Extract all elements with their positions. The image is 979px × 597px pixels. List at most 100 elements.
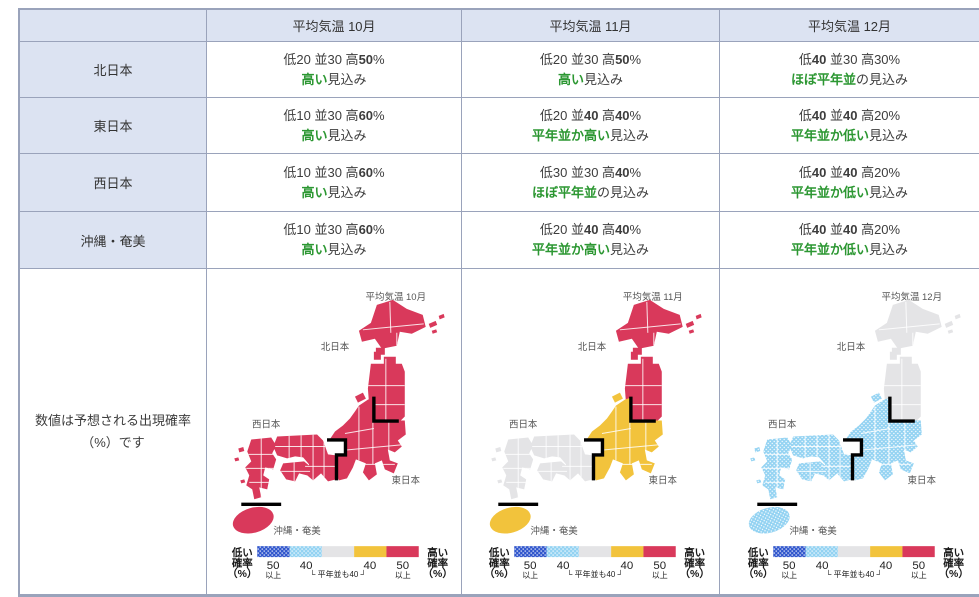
north-east-boundary xyxy=(887,396,915,423)
svg-text:高い: 高い xyxy=(427,546,448,559)
map-label-okinawa: 沖縄・奄美 xyxy=(530,525,578,537)
forecast-cell-east-oct: 低10 並30 高60% 高い見込み xyxy=(207,98,462,154)
probability-text: 低10 並30 高60% xyxy=(283,164,385,180)
legend-mid-label: └ 平年並も40 ┘ xyxy=(825,569,881,579)
column-header-october: 平均気温 10月 xyxy=(207,10,462,42)
outlook-text: 高い見込み xyxy=(301,184,367,200)
probability-text: 低30 並30 高40% xyxy=(539,164,642,180)
probability-text: 低40 並40 高20% xyxy=(798,222,901,237)
svg-text:以上: 以上 xyxy=(522,571,538,580)
map-label-west: 西日本 xyxy=(508,419,537,431)
map-label-north: 北日本 xyxy=(321,341,350,353)
map-label-east: 東日本 xyxy=(392,474,421,486)
svg-text:50: 50 xyxy=(396,560,409,572)
region-west-japan xyxy=(490,434,593,500)
svg-text:以上: 以上 xyxy=(265,571,281,580)
map-label-okinawa: 沖縄・奄美 xyxy=(273,525,321,537)
svg-text:高い: 高い xyxy=(684,546,705,559)
column-header-december: 平均気温 12月 xyxy=(720,10,979,42)
outlook-text: 平年並か低い見込み xyxy=(790,184,909,200)
region-west-japan xyxy=(749,434,852,500)
probability-text: 低20 並30 高50% xyxy=(539,51,642,67)
map-label-north: 北日本 xyxy=(836,341,865,353)
region-okinawa-amami xyxy=(489,506,531,534)
region-north-japan xyxy=(358,299,445,424)
probability-text: 低40 並40 高20% xyxy=(798,107,901,123)
map-label-okinawa: 沖縄・奄美 xyxy=(789,525,837,537)
map-label-east: 東日本 xyxy=(907,474,936,486)
map-label-east: 東日本 xyxy=(648,474,677,486)
probability-text: 低10 並30 高60% xyxy=(283,222,385,237)
column-header-november: 平均気温 11月 xyxy=(462,10,720,42)
svg-text:50: 50 xyxy=(912,560,925,572)
north-east-boundary xyxy=(628,396,656,423)
note-cell: 数値は予想される出現確率 （%）です xyxy=(20,269,207,595)
forecast-cell-north-dec: 低40 並30 高30% ほぼ平年並の見込み xyxy=(720,42,979,98)
probability-text: 低20 並40 高40% xyxy=(539,222,642,237)
outlook-text: 高い見込み xyxy=(557,71,624,87)
outlook-text: 高い見込み xyxy=(301,71,367,87)
forecast-cell-north-oct: 低20 並30 高50% 高い見込み xyxy=(207,42,462,98)
region-east-japan xyxy=(585,392,663,481)
svg-text:40: 40 xyxy=(815,560,828,572)
map-title: 平均気温 11月 xyxy=(622,291,682,303)
probability-text: 低40 並30 高30% xyxy=(798,51,901,67)
svg-text:確率: 確率 xyxy=(427,557,448,570)
forecast-cell-okinawa-dec: 低40 並40 高20% 平年並か低い見込み xyxy=(720,212,979,269)
probability-text: 低10 並30 高60% xyxy=(283,107,385,123)
region-okinawa-amami xyxy=(748,506,790,534)
svg-text:以上: 以上 xyxy=(781,571,797,580)
region-west-japan xyxy=(234,434,336,500)
region-okinawa-amami xyxy=(232,506,274,534)
region-label-north-japan: 北日本 xyxy=(20,42,207,98)
temperature-map-december: 平均気温 12月 北日本 西日本 東日本 沖縄・奄美 低い 確率 （%） 高い 確率（… xyxy=(720,269,979,595)
svg-text:40: 40 xyxy=(364,560,377,572)
svg-text:以上: 以上 xyxy=(910,571,926,580)
outlook-text: 平年並か高い見込み xyxy=(531,242,650,257)
map-label-north: 北日本 xyxy=(577,341,606,353)
region-north-japan xyxy=(874,299,961,424)
svg-text:低い: 低い xyxy=(231,546,253,559)
east-west-boundary xyxy=(842,438,863,481)
svg-text:（%）: （%） xyxy=(484,567,514,580)
outlook-text: ほぼ平年並の見込み xyxy=(790,71,909,87)
svg-text:低い: 低い xyxy=(487,546,509,559)
region-north-japan xyxy=(615,299,702,424)
svg-text:高い: 高い xyxy=(943,546,964,559)
region-east-japan xyxy=(844,392,922,481)
note-line2: （%）です xyxy=(81,434,145,450)
outlook-text: 平年並か低い見込み xyxy=(790,242,909,257)
outlook-text: 高い見込み xyxy=(301,242,367,257)
region-label-west-japan: 西日本 xyxy=(20,154,207,212)
map-title: 平均気温 12月 xyxy=(881,291,942,303)
probability-text: 低20 並30 高50% xyxy=(283,51,385,67)
legend-mid-label: └ 平年並も40 ┘ xyxy=(566,569,622,579)
svg-text:40: 40 xyxy=(620,560,633,572)
svg-text:確率: 確率 xyxy=(488,557,509,570)
svg-text:40: 40 xyxy=(300,560,313,572)
map-label-west: 西日本 xyxy=(767,419,796,431)
svg-text:以上: 以上 xyxy=(651,571,667,580)
svg-text:40: 40 xyxy=(879,560,892,572)
svg-text:50: 50 xyxy=(653,560,666,572)
forecast-cell-west-oct: 低10 並30 高60% 高い見込み xyxy=(207,154,462,212)
svg-text:以上: 以上 xyxy=(395,571,411,580)
outlook-text: 平年並か低い見込み xyxy=(790,127,909,143)
note-line1: 数値は予想される出現確率 xyxy=(34,412,191,428)
svg-text:（%）: （%） xyxy=(743,567,773,580)
temperature-map-november: 平均気温 11月 北日本 西日本 東日本 沖縄・奄美 低い 確率 （%） 高い 確率（… xyxy=(462,269,720,595)
svg-text:50: 50 xyxy=(523,560,536,572)
svg-text:（%）: （%） xyxy=(938,567,968,580)
probability-text: 低40 並40 高20% xyxy=(798,164,901,180)
forecast-cell-west-nov: 低30 並30 高40% ほぼ平年並の見込み xyxy=(462,154,720,212)
svg-text:40: 40 xyxy=(556,560,569,572)
svg-text:（%）: （%） xyxy=(227,567,257,580)
svg-text:50: 50 xyxy=(782,560,795,572)
map-title: 平均気温 10月 xyxy=(366,291,427,303)
outlook-text: ほぼ平年並の見込み xyxy=(531,184,650,200)
